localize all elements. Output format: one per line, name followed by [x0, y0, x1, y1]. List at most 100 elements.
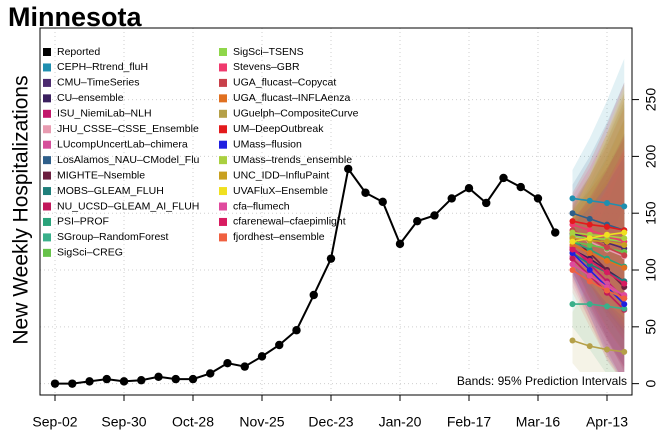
legend-swatch: [43, 125, 51, 134]
forecast-point: [621, 235, 628, 242]
y-tick-label: 0: [643, 380, 659, 388]
legend-swatch: [219, 171, 227, 180]
axes: Sep-02 Sep-30 Oct-28 Nov-25 Dec-23 Jan-20 Feb-…: [32, 88, 658, 430]
forecast-point: [621, 264, 628, 271]
forecast-point: [603, 231, 610, 238]
forecast-point: [603, 303, 610, 310]
legend-label: MOBS–GLEAM_FLUH: [57, 185, 164, 197]
legend-swatch: [219, 187, 227, 196]
legend-label: JHU_CSSE–CSSE_Ensemble: [57, 123, 199, 135]
prediction-band: [572, 93, 625, 327]
forecast-line: [572, 240, 625, 268]
legend-swatch: [43, 109, 51, 118]
legend-swatch: [43, 217, 51, 226]
legend-swatch: [219, 217, 227, 226]
legend-label: SigSci–TSENS: [233, 46, 304, 58]
reported-point: [275, 340, 284, 350]
forecast-point: [569, 301, 576, 308]
reported-point: [533, 194, 543, 203]
forecast-line: [572, 231, 625, 243]
forecast-line: [572, 223, 625, 243]
reported-point: [68, 379, 77, 388]
reported-point: [395, 239, 405, 249]
legend-label: LosAlamos_NAU–CModel_Flu: [57, 154, 200, 166]
forecast-point: [569, 218, 576, 225]
reported-point: [50, 379, 60, 388]
forecast-point: [569, 261, 576, 268]
y-tick-label: 50: [643, 319, 659, 335]
x-tick-label: Jan-20: [379, 414, 422, 430]
legend-label: ISU_NiemiLab–NLH: [57, 108, 152, 120]
forecast-line: [572, 269, 625, 300]
grid: [40, 28, 632, 395]
legend-swatch: [219, 94, 227, 103]
x-tick-label: Mar-16: [516, 414, 561, 430]
reported-point: [464, 184, 474, 193]
reported-point: [102, 374, 111, 384]
reported-point: [154, 372, 163, 382]
legend-swatch: [219, 202, 227, 211]
forecast-point: [603, 257, 610, 264]
y-tick-label: 150: [643, 201, 659, 225]
reported-point: [413, 216, 422, 226]
forecast-line: [571, 258, 625, 311]
forecast-point: [621, 280, 628, 287]
forecast-line: [572, 263, 625, 296]
legend-label: CMU–TimeSeries: [57, 77, 139, 89]
reported-point: [292, 326, 301, 335]
forecast-point: [586, 343, 593, 350]
legend: Reported CEPH–Rtrend_fluH CMU–TimeSeries CU…: [43, 46, 359, 259]
forecast-point: [569, 267, 576, 274]
legend-swatch: [43, 202, 51, 211]
x-tick-label: Sep-02: [32, 414, 77, 430]
prediction-band: [572, 82, 625, 316]
legend-label: UVAFluX–Ensemble: [233, 185, 328, 197]
legend-label: UGuelph–CompositeCurve: [233, 108, 359, 120]
legend-label: UMass–trends_ensemble: [233, 154, 352, 166]
legend-label: PSI–PROF: [57, 216, 109, 228]
x-tick-label: Sep-30: [101, 414, 146, 430]
annotation-background: [437, 372, 630, 392]
forecast-point: [569, 238, 576, 245]
reported-point: [206, 369, 215, 378]
prediction-band: [572, 133, 625, 367]
prediction-band: [572, 107, 625, 341]
forecast-point: [569, 229, 576, 236]
forecast-line: [572, 248, 625, 285]
prediction-band: [572, 139, 625, 373]
y-tick-label: 200: [643, 145, 659, 169]
legend-swatch: [43, 94, 51, 103]
legend-label: UMass–flusion: [233, 138, 302, 150]
chart-title: Minnesota: [8, 2, 142, 32]
reported-point: [482, 198, 491, 208]
reported-point: [309, 290, 318, 300]
forecast-line: [572, 231, 625, 239]
annotation: Bands: 95% Prediction Intervals: [457, 374, 627, 388]
prediction-band: [572, 133, 625, 367]
forecast-line: [572, 197, 625, 208]
reported-point: [326, 254, 336, 263]
legend-swatch: [219, 233, 227, 242]
forecast-point: [603, 199, 610, 206]
y-tick-label: 100: [643, 258, 659, 282]
legend-label: Reported: [57, 46, 100, 58]
forecast-point: [586, 221, 593, 228]
forecast-line: [572, 240, 625, 253]
reported-point: [257, 352, 267, 361]
legend-swatch: [43, 48, 51, 56]
reported-point: [430, 211, 439, 220]
legend-label: UGA_flucast–Copycat: [233, 77, 336, 89]
legend-swatch: [219, 63, 227, 72]
forecast-point: [603, 223, 610, 230]
x-tick-label: Nov-25: [239, 414, 284, 430]
forecast-line: [572, 248, 625, 283]
forecast-point: [586, 215, 593, 222]
forecast-line: [572, 235, 625, 243]
reported-point: [171, 374, 180, 384]
legend-label: MIGHTE–Nsemble: [57, 169, 145, 181]
forecast-point: [569, 210, 576, 217]
forecast-point: [586, 242, 593, 249]
forecast-line: [572, 212, 625, 232]
forecast-line: [571, 255, 625, 297]
forecast-point: [586, 278, 593, 285]
